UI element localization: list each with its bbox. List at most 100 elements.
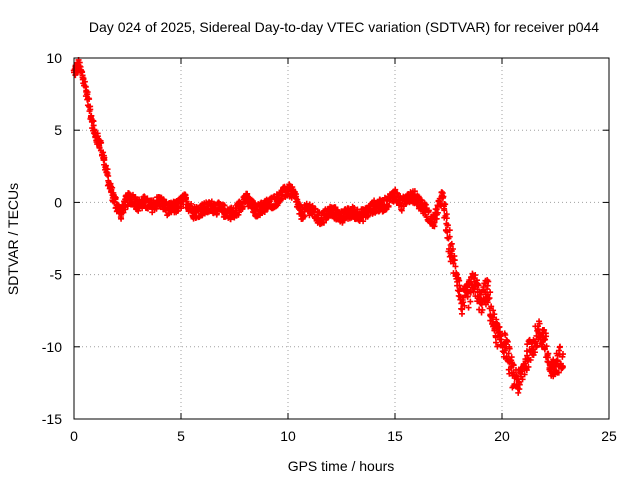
data-point — [486, 295, 493, 302]
x-tick-labels: 0 5 10 15 20 25 — [70, 428, 617, 444]
data-point — [481, 297, 488, 304]
data-point — [392, 186, 399, 193]
data-point — [536, 320, 543, 327]
data-point — [465, 304, 472, 311]
data-point — [183, 198, 190, 205]
data-series — [70, 56, 566, 396]
data-point — [449, 246, 456, 253]
data-point — [135, 207, 142, 214]
x-tick-label: 15 — [387, 428, 403, 444]
x-tick-label: 5 — [177, 428, 185, 444]
data-point — [504, 337, 511, 344]
data-point — [502, 331, 509, 338]
data-point — [531, 349, 538, 356]
data-point — [84, 89, 91, 96]
data-point — [490, 318, 497, 325]
data-point — [105, 173, 112, 180]
data-point — [360, 218, 367, 225]
data-point — [484, 299, 491, 306]
data-point — [505, 350, 512, 357]
data-point — [467, 298, 474, 305]
data-point — [555, 369, 562, 376]
x-tick-label: 0 — [70, 428, 78, 444]
data-point — [120, 209, 127, 216]
data-point — [213, 211, 220, 218]
data-point — [444, 222, 451, 229]
data-point — [418, 197, 425, 204]
axis-ticks — [73, 57, 610, 420]
data-point — [411, 188, 418, 195]
data-point — [491, 327, 498, 334]
data-point — [456, 277, 463, 284]
y-tick-label: 0 — [54, 194, 62, 210]
data-point — [109, 184, 116, 191]
data-point — [324, 214, 331, 221]
data-point — [484, 282, 491, 289]
data-point — [525, 363, 532, 370]
data-point — [516, 381, 523, 388]
data-point — [453, 271, 460, 278]
data-point — [557, 343, 564, 350]
data-point — [182, 192, 189, 199]
data-point — [506, 345, 513, 352]
data-point — [515, 389, 522, 396]
data-point — [494, 343, 501, 350]
data-point — [545, 350, 552, 357]
y-tick-label: -10 — [42, 339, 62, 355]
data-point — [451, 257, 458, 264]
data-point — [239, 203, 246, 210]
data-point — [521, 371, 528, 378]
data-point — [519, 376, 526, 383]
data-point — [480, 284, 487, 291]
data-point — [491, 311, 498, 318]
y-tick-label: 5 — [54, 122, 62, 138]
data-point — [208, 198, 215, 205]
data-point — [101, 156, 108, 163]
x-tick-label: 20 — [494, 428, 510, 444]
data-point — [86, 96, 93, 103]
data-point — [541, 346, 548, 353]
y-tick-label: -15 — [42, 411, 62, 427]
data-point — [531, 339, 538, 346]
data-point — [434, 209, 441, 216]
data-point — [178, 205, 185, 212]
data-point — [87, 106, 94, 113]
data-point — [488, 303, 495, 310]
y-axis-label: SDTVAR / TECUs — [5, 183, 21, 295]
data-point — [559, 362, 566, 369]
data-point — [543, 343, 550, 350]
data-point — [144, 195, 151, 202]
data-point — [542, 336, 549, 343]
data-point — [100, 149, 107, 156]
data-point — [452, 263, 459, 270]
data-point — [440, 193, 447, 200]
data-point — [321, 219, 328, 226]
data-point — [443, 215, 450, 222]
data-point — [559, 353, 566, 360]
data-point — [261, 208, 268, 215]
data-point — [475, 282, 482, 289]
data-point — [508, 354, 515, 361]
data-point — [117, 214, 124, 221]
x-tick-label: 10 — [280, 428, 296, 444]
data-point — [446, 233, 453, 240]
data-point — [446, 227, 453, 234]
data-point — [487, 289, 494, 296]
data-point — [523, 367, 530, 374]
data-point — [461, 302, 468, 309]
data-point — [122, 206, 129, 213]
data-point — [425, 207, 432, 214]
data-point — [188, 200, 195, 207]
data-point — [448, 240, 455, 247]
data-point — [527, 356, 534, 363]
data-point — [79, 69, 86, 76]
data-point — [442, 201, 449, 208]
data-point — [431, 223, 438, 230]
y-tick-label: -5 — [50, 267, 63, 283]
data-point — [227, 216, 234, 223]
data-point — [543, 333, 550, 340]
x-axis-label: GPS time / hours — [288, 458, 395, 474]
data-point — [515, 378, 522, 385]
